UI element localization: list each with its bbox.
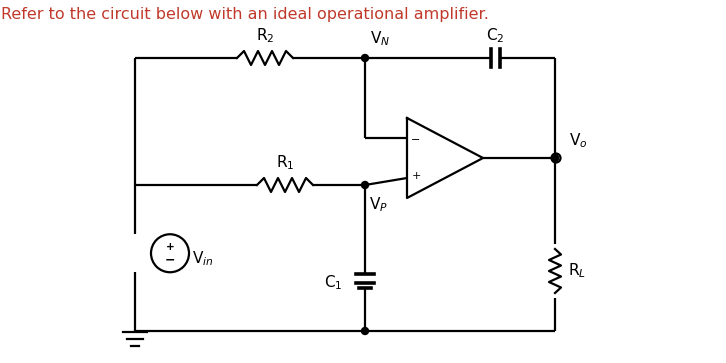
Text: −: − xyxy=(412,135,420,145)
Text: C$_2$: C$_2$ xyxy=(486,26,505,45)
Text: R$_L$: R$_L$ xyxy=(568,262,586,280)
Circle shape xyxy=(362,327,369,334)
Text: V$_o$: V$_o$ xyxy=(569,131,587,150)
Text: V$_N$: V$_N$ xyxy=(370,29,391,48)
Circle shape xyxy=(552,155,558,162)
Text: R$_1$: R$_1$ xyxy=(276,153,294,172)
Text: V$_{in}$: V$_{in}$ xyxy=(192,249,213,268)
Circle shape xyxy=(362,54,369,61)
Text: +: + xyxy=(412,171,420,181)
Text: −: − xyxy=(165,254,175,267)
Text: Refer to the circuit below with an ideal operational amplifier.: Refer to the circuit below with an ideal… xyxy=(1,7,489,22)
Text: V$_P$: V$_P$ xyxy=(369,195,388,214)
Text: +: + xyxy=(166,242,174,252)
Circle shape xyxy=(362,182,369,188)
Text: C$_1$: C$_1$ xyxy=(325,274,343,292)
Text: R$_2$: R$_2$ xyxy=(256,26,274,45)
